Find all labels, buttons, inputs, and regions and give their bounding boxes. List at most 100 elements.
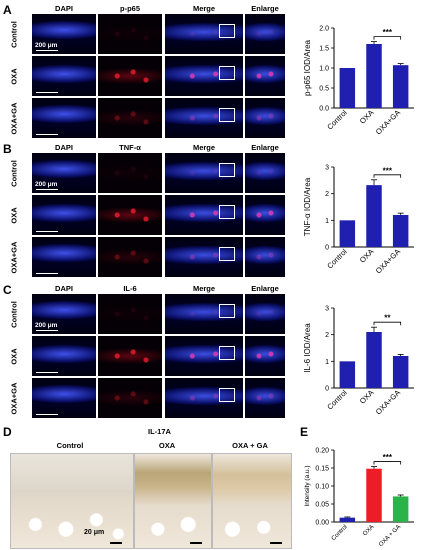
panel-b-col-header: Merge	[192, 143, 216, 152]
panel-c-image	[32, 336, 96, 376]
panel-b-image	[245, 195, 285, 235]
panel-c-image	[98, 378, 162, 418]
panel-a-col-header: Enlarge	[251, 4, 279, 13]
y-tick-label: 0.0	[319, 106, 329, 113]
panel-b-image	[245, 153, 285, 193]
significance-bracket	[373, 36, 402, 40]
panel-a-image	[245, 98, 285, 138]
significance-stars: ***	[383, 166, 393, 175]
panel-b-image	[32, 195, 96, 235]
panel-letter-c: C	[3, 283, 12, 297]
panel-b-col-header: DAPI	[55, 143, 73, 152]
x-tick-label: OXA+GA	[374, 388, 402, 416]
panel-letter-d: D	[3, 425, 12, 439]
panel-c-row-label: OXA	[9, 348, 19, 365]
y-tick-label: 1.0	[319, 66, 329, 73]
d-scale-label: 20 μm	[84, 529, 105, 536]
y-tick-label: 0.15	[315, 466, 329, 473]
panel-c-row-label: OXA+GA	[9, 382, 19, 415]
enlarge-region-box	[219, 388, 235, 402]
panel-b-image	[245, 237, 285, 277]
bar	[392, 496, 409, 522]
panel-c-image	[245, 294, 285, 334]
scale-bar	[36, 92, 58, 93]
scale-label: 200 μm	[35, 181, 58, 188]
x-tick-label: Control	[331, 524, 349, 542]
y-tick-label: 3	[325, 306, 329, 313]
panel-a-col-header: p-p65	[119, 4, 140, 13]
d-col-oxa: OXA	[158, 441, 176, 450]
y-axis-label: Intensity (a.u.)	[304, 465, 311, 506]
significance-bracket	[373, 174, 402, 178]
panel-a-image: 200 μm	[32, 14, 96, 54]
panel-letter-b: B	[3, 142, 12, 156]
panel-b-col-header: Enlarge	[251, 143, 279, 152]
y-tick-label: 0.05	[315, 502, 329, 509]
bar	[392, 65, 409, 108]
x-tick-label: OXA+GA	[374, 108, 402, 136]
significance-stars: ***	[383, 28, 393, 37]
d-scale-bar-control	[110, 542, 122, 544]
panel-c-image	[165, 378, 243, 418]
d-scale-bar-oxa-ga	[270, 542, 282, 544]
y-tick-label: 0	[325, 245, 329, 252]
bar	[339, 517, 356, 522]
panel-c-image	[98, 336, 162, 376]
scale-bar	[36, 330, 58, 331]
significance-bracket	[373, 321, 402, 326]
enlarge-region-box	[219, 163, 235, 177]
panel-letter-e: E	[300, 425, 309, 439]
bar	[339, 68, 356, 108]
chart-il-17a-intensity: 0.00 0.05 0.10 0.15 0.20 Intensity (a.u.) Cont…	[304, 448, 414, 548]
panel-b-image	[98, 195, 162, 235]
scale-label: 200 μm	[35, 322, 58, 329]
y-tick-label: 1.5	[319, 46, 329, 53]
enlarge-region-box	[219, 108, 235, 122]
y-tick-label: 1	[325, 359, 329, 366]
panel-c-image	[245, 336, 285, 376]
panel-c-col-header: Merge	[192, 284, 216, 293]
he-image-oxa	[134, 453, 212, 549]
x-tick-label: OXA+GA	[374, 247, 402, 275]
panel-c-image: 200 μm	[32, 294, 96, 334]
bar	[392, 356, 409, 388]
y-tick-label: 0.00	[315, 520, 329, 527]
scale-label: 200 μm	[35, 42, 58, 49]
panel-c-image	[165, 294, 243, 334]
panel-b-image	[98, 153, 162, 193]
panel-b-image	[165, 153, 243, 193]
y-tick-label: 0	[325, 386, 329, 393]
panel-b-image: 200 μm	[32, 153, 96, 193]
panel-b-image	[98, 237, 162, 277]
panel-c-image	[32, 378, 96, 418]
scale-bar	[36, 372, 58, 373]
panel-a-image	[245, 14, 285, 54]
y-axis-label: p-p65 IOD/Area	[303, 39, 312, 96]
y-tick-label: 3	[325, 165, 329, 172]
panel-a-col-header: DAPI	[55, 4, 73, 13]
y-tick-label: 2	[325, 191, 329, 198]
panel-c-image	[165, 336, 243, 376]
bar	[339, 361, 356, 388]
scale-bar	[36, 414, 58, 415]
bar	[366, 332, 382, 388]
bar	[339, 220, 356, 247]
panel-a-image	[32, 56, 96, 96]
panel-a-image	[165, 56, 243, 96]
enlarge-region-box	[219, 24, 235, 38]
bar	[366, 185, 382, 247]
x-tick-label: OXA	[362, 524, 375, 537]
panel-letter-a: A	[3, 3, 12, 17]
scale-bar	[36, 50, 58, 51]
y-tick-label: 0.5	[319, 86, 329, 93]
panel-a-image	[98, 56, 162, 96]
panel-c-col-header: DAPI	[55, 284, 73, 293]
panel-b-image	[165, 195, 243, 235]
significance-stars: **	[384, 314, 391, 323]
x-tick-label: OXA	[358, 388, 376, 406]
y-tick-label: 1	[325, 218, 329, 225]
enlarge-region-box	[219, 205, 235, 219]
